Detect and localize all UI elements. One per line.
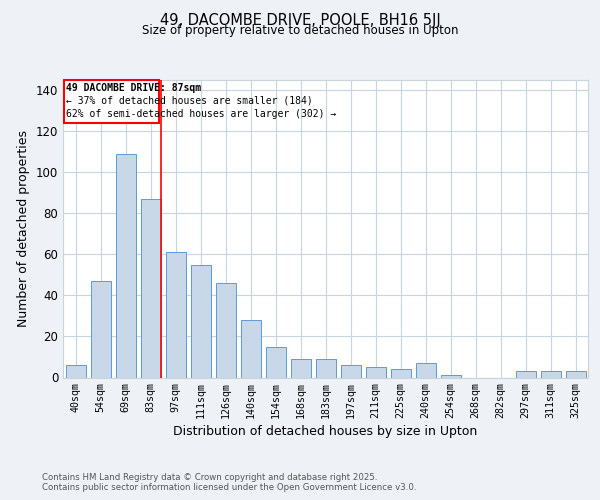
Bar — [115, 154, 136, 378]
Bar — [365, 367, 386, 378]
Text: 62% of semi-detached houses are larger (302) →: 62% of semi-detached houses are larger (… — [66, 108, 337, 118]
Bar — [566, 372, 586, 378]
Bar — [415, 363, 436, 378]
Bar — [391, 370, 410, 378]
Bar — [316, 359, 335, 378]
X-axis label: Distribution of detached houses by size in Upton: Distribution of detached houses by size … — [173, 426, 478, 438]
Bar — [265, 346, 286, 378]
Text: Contains HM Land Registry data © Crown copyright and database right 2025.: Contains HM Land Registry data © Crown c… — [42, 472, 377, 482]
Bar — [241, 320, 260, 378]
Y-axis label: Number of detached properties: Number of detached properties — [17, 130, 30, 327]
Text: 49 DACOMBE DRIVE: 87sqm: 49 DACOMBE DRIVE: 87sqm — [66, 83, 202, 93]
Text: 49, DACOMBE DRIVE, POOLE, BH16 5JJ: 49, DACOMBE DRIVE, POOLE, BH16 5JJ — [160, 12, 440, 28]
Bar — [515, 372, 536, 378]
Bar — [215, 283, 235, 378]
Bar — [191, 264, 211, 378]
Text: ← 37% of detached houses are smaller (184): ← 37% of detached houses are smaller (18… — [66, 96, 313, 106]
Bar — [166, 252, 185, 378]
Bar — [140, 199, 161, 378]
Bar — [440, 376, 461, 378]
Bar — [91, 281, 110, 378]
Bar — [541, 372, 560, 378]
Text: Size of property relative to detached houses in Upton: Size of property relative to detached ho… — [142, 24, 458, 37]
Bar — [65, 365, 86, 378]
Bar — [64, 80, 159, 123]
Bar — [341, 365, 361, 378]
Text: Contains public sector information licensed under the Open Government Licence v3: Contains public sector information licen… — [42, 483, 416, 492]
Bar — [290, 359, 311, 378]
